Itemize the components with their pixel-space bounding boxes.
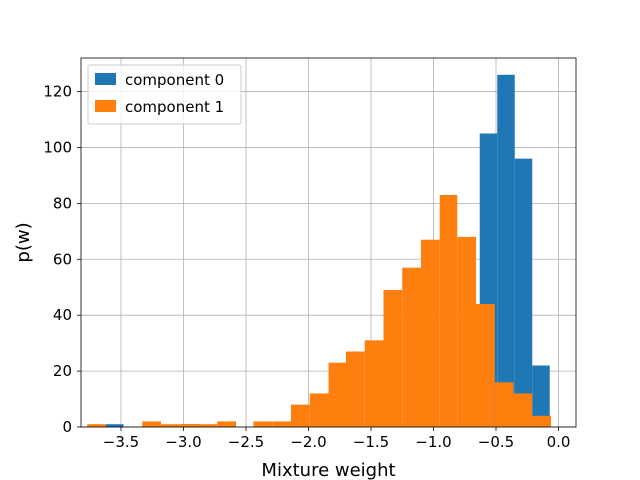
bar-component-1: [346, 351, 365, 427]
bar-component-1: [383, 290, 403, 427]
x-axis-label: Mixture weight: [261, 460, 395, 480]
legend-entry-label: component 1: [125, 98, 224, 116]
y-tick-label: 0: [62, 418, 72, 436]
bar-component-1: [494, 382, 514, 427]
legend-box: [87, 64, 242, 125]
y-tick-label: 20: [53, 362, 72, 380]
x-tick-label: −2.0: [290, 433, 326, 451]
bar-component-1: [457, 236, 476, 427]
legend-swatch: [95, 100, 116, 112]
plot-frame: [80, 57, 577, 428]
y-tick-label: 60: [53, 250, 72, 268]
bar-component-1: [142, 421, 161, 427]
x-tick-label: −3.0: [165, 433, 201, 451]
bar-component-1: [291, 404, 310, 427]
bar-component-1: [402, 267, 421, 427]
y-tick-label: 120: [43, 83, 72, 101]
y-tick-label: 80: [53, 194, 72, 212]
bar-component-1: [87, 424, 106, 427]
bar-component-1: [198, 424, 218, 427]
legend: component 0 component 1: [87, 64, 242, 125]
legend-swatch: [95, 73, 116, 85]
x-tick-label: −3.5: [103, 433, 139, 451]
bar-component-1: [179, 424, 199, 427]
x-tick-label: −1.5: [353, 433, 389, 451]
bar-component-1: [513, 393, 533, 427]
legend-entry-label: component 0: [125, 71, 224, 89]
bar-component-1: [272, 421, 291, 427]
bar-component-1: [309, 393, 329, 427]
bar-component-1: [253, 421, 273, 427]
x-tick-label: −0.5: [478, 433, 514, 451]
bar-component-1: [161, 424, 180, 427]
x-tick-label: 0.0: [547, 433, 571, 451]
bars: [87, 74, 551, 428]
bar-component-0: [532, 365, 550, 427]
bar-component-1: [364, 340, 384, 427]
y-tick-label: 40: [53, 306, 72, 324]
y-axis-label: p(w): [13, 222, 34, 262]
x-axis-ticks: −3.5 −3.0 −2.5 −2.0 −1.5 −1.0 −0.5 0.0: [103, 427, 571, 451]
bar-component-1: [328, 362, 346, 427]
y-tick-label: 100: [43, 138, 72, 156]
bar-component-1: [476, 304, 495, 427]
bar-component-1: [217, 421, 236, 427]
bar-component-0: [106, 424, 124, 427]
bar-component-1: [439, 194, 458, 427]
y-axis-ticks: 0 20 40 60 80 100 120: [43, 83, 81, 436]
bar-component-0: [514, 158, 533, 428]
x-tick-label: −1.0: [415, 433, 451, 451]
bar-component-0: [497, 74, 515, 427]
x-tick-label: −2.5: [228, 433, 264, 451]
bar-component-1: [532, 415, 551, 427]
bar-component-1: [421, 239, 440, 427]
